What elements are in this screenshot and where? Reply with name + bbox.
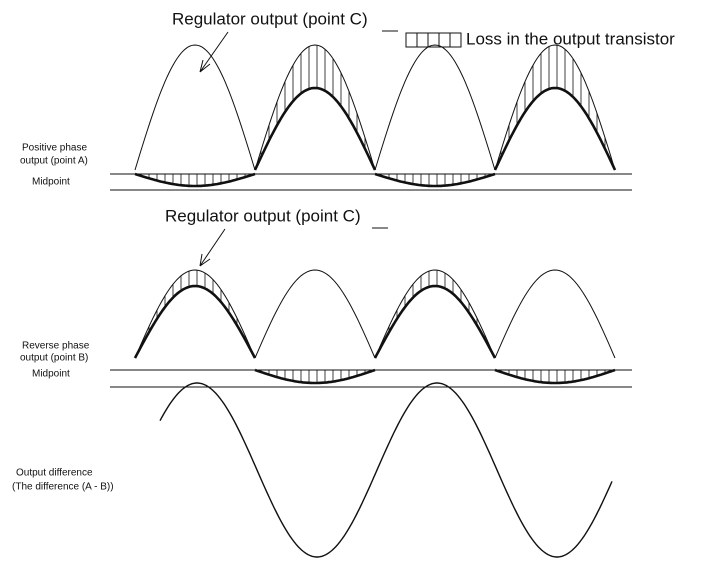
- loss-hatch: [140, 270, 254, 355]
- arrow: [199, 228, 226, 267]
- legend-label: Loss in the output transistor: [466, 29, 675, 48]
- loss-hatch: [500, 370, 614, 383]
- phase-label: Positive phase: [22, 143, 87, 154]
- output-arch: [133, 284, 257, 359]
- phase-label: output (point A): [20, 156, 88, 167]
- loss-hatch: [380, 174, 494, 186]
- output-dip: [374, 172, 496, 188]
- midpoint-label: Midpoint: [32, 369, 70, 380]
- output-arch: [253, 86, 377, 171]
- phase-label: output (point B): [20, 353, 88, 364]
- output-dip: [254, 368, 376, 385]
- midpoint-label: Midpoint: [32, 177, 70, 188]
- regulator-arch: [134, 44, 256, 171]
- loss-hatch: [260, 370, 374, 383]
- output-dip: [134, 172, 256, 188]
- phase-label: Reverse phase: [22, 341, 90, 352]
- regulator-arch: [494, 44, 616, 171]
- difference-label: Output difference: [16, 468, 93, 479]
- regulator-arch: [494, 269, 616, 359]
- regulator-arch: [374, 44, 496, 171]
- regulator-arch: [254, 269, 376, 359]
- regulator-arch: [134, 269, 256, 359]
- loss-hatch: [500, 45, 614, 166]
- regulator-label: Regulator output (point C): [172, 9, 368, 28]
- regulator-arch: [254, 44, 376, 171]
- loss-hatch: [380, 270, 494, 355]
- output-dip: [494, 368, 616, 385]
- difference-wave: [159, 382, 613, 558]
- legend-swatch: [405, 32, 462, 48]
- regulator-arch: [374, 269, 496, 359]
- loss-hatch: [140, 174, 254, 186]
- loss-hatch: [260, 45, 374, 166]
- arrow: [199, 31, 229, 73]
- output-arch: [373, 284, 497, 359]
- output-arch: [493, 86, 617, 171]
- regulator-label: Regulator output (point C): [165, 206, 361, 225]
- difference-label: (The difference (A - B)): [12, 482, 114, 493]
